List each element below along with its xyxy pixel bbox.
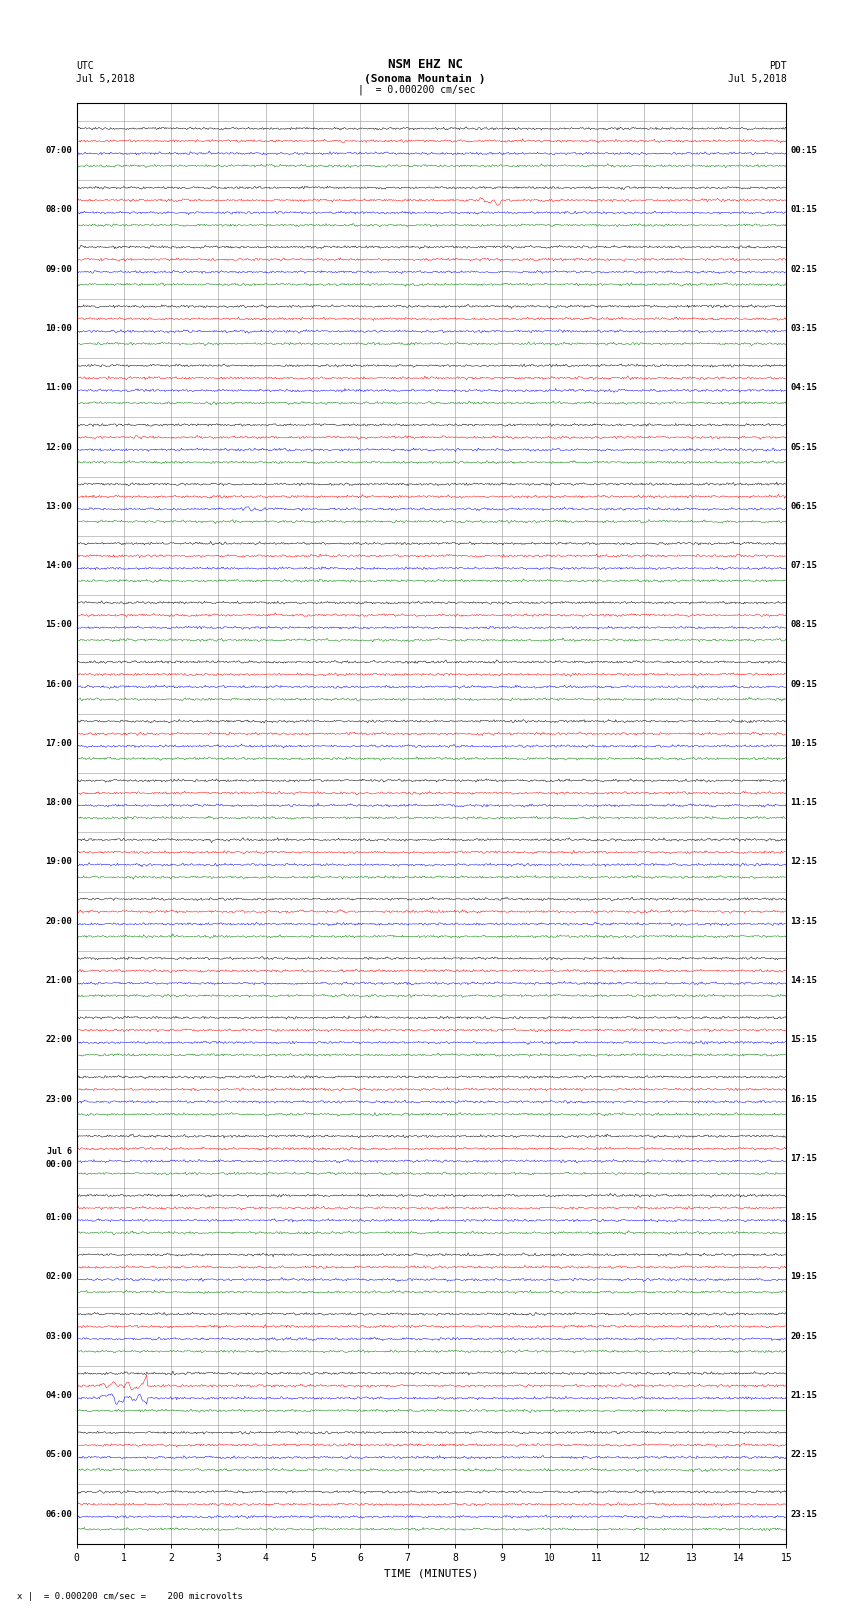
- Text: 21:15: 21:15: [790, 1390, 818, 1400]
- Text: 11:15: 11:15: [790, 798, 818, 806]
- Text: |  = 0.000200 cm/sec: | = 0.000200 cm/sec: [358, 84, 475, 95]
- Text: 05:00: 05:00: [45, 1450, 72, 1460]
- Text: 00:15: 00:15: [790, 147, 818, 155]
- Text: 17:00: 17:00: [45, 739, 72, 748]
- Text: 09:00: 09:00: [45, 265, 72, 274]
- Text: 12:00: 12:00: [45, 442, 72, 452]
- Text: 04:00: 04:00: [45, 1390, 72, 1400]
- Text: 09:15: 09:15: [790, 679, 818, 689]
- Text: 08:15: 08:15: [790, 621, 818, 629]
- Text: 16:15: 16:15: [790, 1095, 818, 1103]
- Text: 00:00: 00:00: [45, 1160, 72, 1169]
- Text: 14:00: 14:00: [45, 561, 72, 569]
- Text: PDT: PDT: [768, 61, 786, 71]
- Text: 17:15: 17:15: [790, 1153, 818, 1163]
- Text: 10:15: 10:15: [790, 739, 818, 748]
- Text: 20:15: 20:15: [790, 1332, 818, 1340]
- Text: 02:00: 02:00: [45, 1273, 72, 1281]
- Text: 13:00: 13:00: [45, 502, 72, 511]
- Text: 15:00: 15:00: [45, 621, 72, 629]
- Text: 10:00: 10:00: [45, 324, 72, 332]
- Text: 01:00: 01:00: [45, 1213, 72, 1223]
- Text: 07:00: 07:00: [45, 147, 72, 155]
- Text: 21:00: 21:00: [45, 976, 72, 986]
- Text: Jul 5,2018: Jul 5,2018: [728, 74, 786, 84]
- Text: 05:15: 05:15: [790, 442, 818, 452]
- Text: 22:15: 22:15: [790, 1450, 818, 1460]
- Text: 23:00: 23:00: [45, 1095, 72, 1103]
- Text: 11:00: 11:00: [45, 384, 72, 392]
- Text: x |  = 0.000200 cm/sec =    200 microvolts: x | = 0.000200 cm/sec = 200 microvolts: [17, 1592, 243, 1602]
- Text: 15:15: 15:15: [790, 1036, 818, 1044]
- Text: 14:15: 14:15: [790, 976, 818, 986]
- Text: 13:15: 13:15: [790, 916, 818, 926]
- X-axis label: TIME (MINUTES): TIME (MINUTES): [384, 1568, 479, 1578]
- Text: 19:00: 19:00: [45, 858, 72, 866]
- Text: 12:15: 12:15: [790, 858, 818, 866]
- Text: 04:15: 04:15: [790, 384, 818, 392]
- Text: 19:15: 19:15: [790, 1273, 818, 1281]
- Text: 18:15: 18:15: [790, 1213, 818, 1223]
- Text: 01:15: 01:15: [790, 205, 818, 215]
- Text: Jul 6: Jul 6: [48, 1147, 72, 1157]
- Text: 02:15: 02:15: [790, 265, 818, 274]
- Text: 03:15: 03:15: [790, 324, 818, 332]
- Text: 18:00: 18:00: [45, 798, 72, 806]
- Text: 16:00: 16:00: [45, 679, 72, 689]
- Text: (Sonoma Mountain ): (Sonoma Mountain ): [365, 74, 485, 84]
- Text: 08:00: 08:00: [45, 205, 72, 215]
- Text: 07:15: 07:15: [790, 561, 818, 569]
- Text: 23:15: 23:15: [790, 1510, 818, 1518]
- Text: 22:00: 22:00: [45, 1036, 72, 1044]
- Text: NSM EHZ NC: NSM EHZ NC: [388, 58, 462, 71]
- Text: UTC: UTC: [76, 61, 94, 71]
- Text: 03:00: 03:00: [45, 1332, 72, 1340]
- Text: 06:00: 06:00: [45, 1510, 72, 1518]
- Text: 20:00: 20:00: [45, 916, 72, 926]
- Text: Jul 5,2018: Jul 5,2018: [76, 74, 135, 84]
- Text: 06:15: 06:15: [790, 502, 818, 511]
